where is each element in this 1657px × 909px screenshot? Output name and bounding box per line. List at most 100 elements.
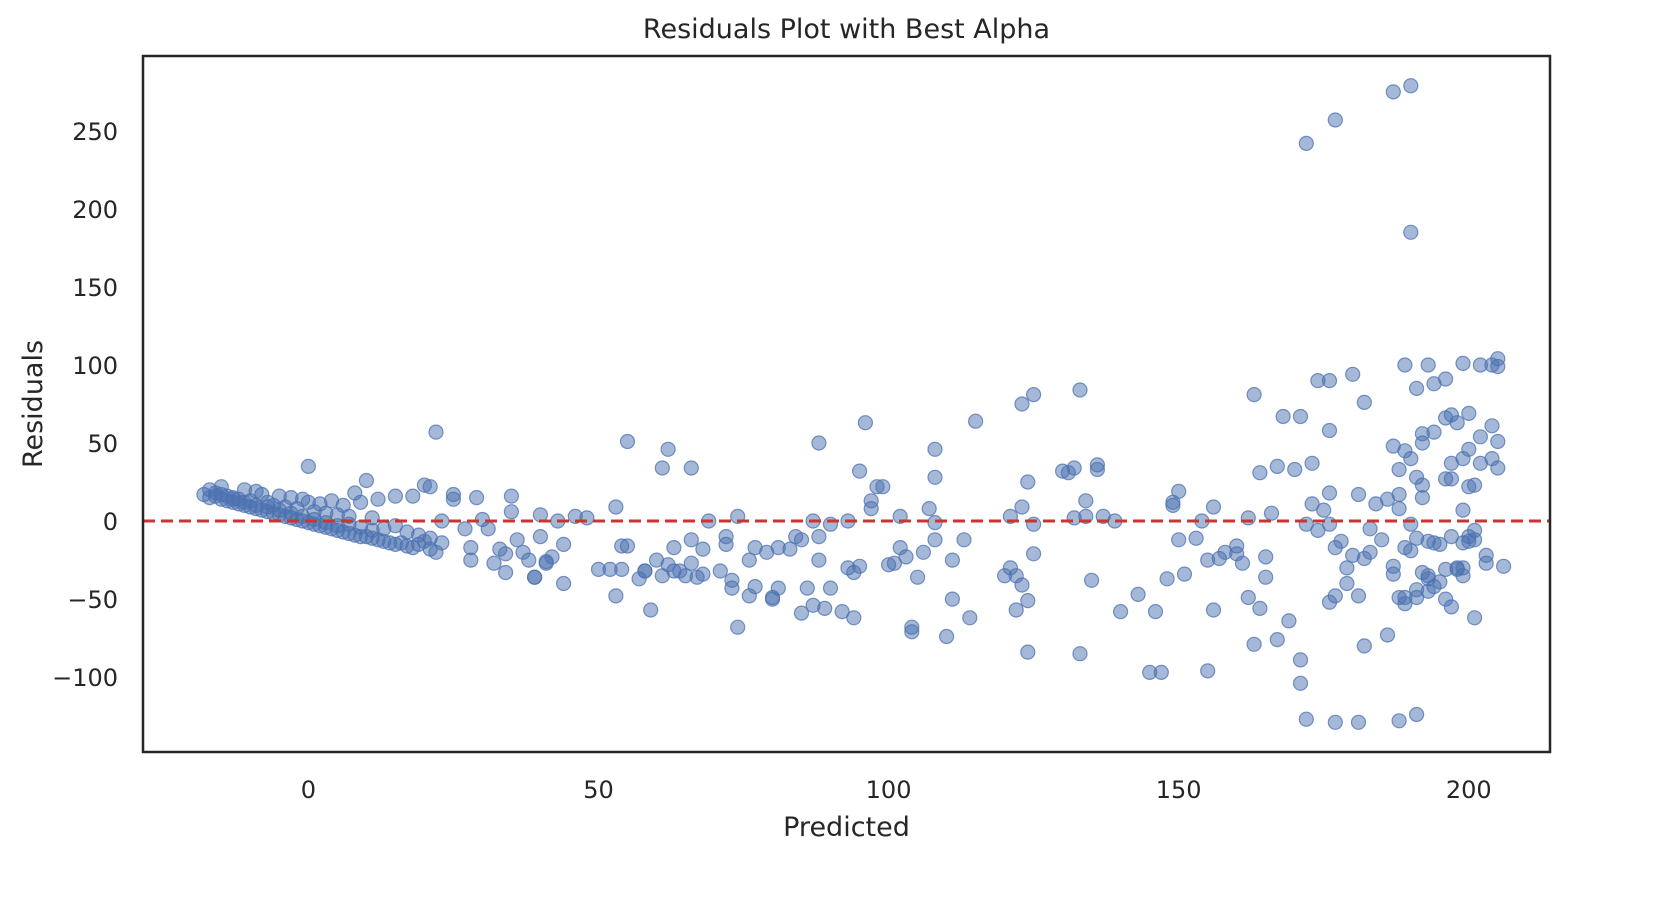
data-point — [857, 415, 874, 431]
data-point — [1020, 592, 1036, 609]
data-point — [666, 539, 682, 556]
data-point — [1240, 589, 1256, 606]
data-point — [799, 580, 815, 596]
points-layer — [196, 78, 1512, 730]
data-point — [904, 624, 920, 640]
data-point — [1072, 382, 1088, 398]
data-point — [480, 521, 496, 537]
data-point — [1188, 530, 1204, 546]
data-point — [643, 602, 659, 618]
y-axis-ticks: −100 −50 0 50 100 150 200 250 — [52, 118, 118, 692]
data-point — [498, 546, 514, 562]
data-point — [509, 532, 525, 548]
x-tick-label: 150 — [1156, 776, 1202, 804]
data-point — [1350, 486, 1367, 503]
data-point — [944, 552, 961, 568]
data-point — [938, 628, 955, 645]
data-point — [1327, 112, 1343, 128]
data-point — [503, 504, 519, 520]
data-point — [1391, 501, 1407, 517]
data-point — [921, 501, 937, 517]
data-point — [962, 610, 978, 626]
data-point — [1350, 714, 1367, 730]
data-point — [1258, 549, 1274, 565]
data-point — [1014, 499, 1030, 515]
x-axis-title: Predicted — [783, 812, 910, 843]
data-point — [1443, 599, 1460, 615]
data-point — [1420, 357, 1436, 373]
data-point — [782, 541, 798, 557]
data-point — [1466, 477, 1483, 493]
y-tick-label: 150 — [72, 274, 118, 302]
data-point — [741, 552, 757, 568]
data-point — [1455, 355, 1471, 371]
x-tick-label: 100 — [866, 776, 912, 804]
data-point — [608, 588, 624, 604]
data-point — [498, 564, 514, 581]
data-point — [915, 544, 932, 560]
data-point — [851, 463, 868, 479]
data-point — [1397, 357, 1413, 373]
data-point — [718, 536, 734, 553]
data-point — [300, 458, 316, 474]
data-point — [683, 532, 699, 548]
data-point — [1025, 387, 1042, 403]
y-tick-label: −50 — [67, 586, 118, 614]
data-point — [387, 488, 403, 504]
data-point — [1385, 84, 1401, 100]
x-tick-label: 50 — [583, 776, 614, 804]
data-point — [695, 541, 711, 557]
data-point — [1345, 366, 1361, 382]
data-point — [1205, 499, 1222, 515]
data-point — [1455, 502, 1471, 518]
data-point — [457, 521, 473, 537]
data-point — [1461, 405, 1477, 421]
data-point — [1432, 574, 1448, 590]
data-point — [851, 558, 868, 574]
y-axis-title: Residuals — [18, 340, 49, 468]
data-point — [1385, 558, 1401, 574]
data-point — [1472, 429, 1489, 445]
data-point — [683, 555, 699, 571]
data-point — [1356, 394, 1372, 410]
data-point — [1310, 522, 1326, 539]
data-point — [695, 566, 711, 582]
data-point — [1292, 408, 1309, 425]
data-point — [463, 539, 479, 556]
data-point — [353, 494, 369, 510]
data-point — [944, 591, 961, 607]
data-point — [1426, 424, 1442, 440]
data-point — [1171, 483, 1187, 499]
data-point — [811, 552, 827, 568]
data-point — [1403, 543, 1419, 559]
data-point — [811, 528, 827, 545]
data-point — [1171, 532, 1187, 548]
data-point — [405, 488, 421, 504]
data-point — [579, 510, 595, 526]
y-tick-label: 50 — [87, 430, 118, 458]
data-point — [811, 435, 827, 451]
data-point — [614, 561, 630, 578]
data-point — [1443, 471, 1460, 487]
data-point — [1321, 422, 1338, 439]
data-point — [1066, 460, 1082, 476]
x-axis-ticks: 0 50 100 150 200 — [301, 776, 1492, 804]
data-point — [1020, 644, 1036, 660]
data-point — [1350, 588, 1367, 604]
data-point — [1304, 496, 1320, 512]
data-point — [1449, 415, 1465, 431]
data-point — [619, 433, 636, 450]
data-point — [1356, 638, 1372, 654]
data-point — [927, 532, 943, 548]
data-point — [637, 563, 653, 579]
data-point — [1379, 627, 1396, 643]
data-point — [1490, 433, 1506, 450]
data-point — [846, 610, 862, 626]
data-point — [1391, 461, 1407, 478]
data-point — [1298, 711, 1314, 727]
data-point — [1205, 602, 1222, 618]
data-point — [1339, 560, 1355, 576]
data-point — [1292, 675, 1309, 691]
data-point — [1130, 586, 1146, 603]
